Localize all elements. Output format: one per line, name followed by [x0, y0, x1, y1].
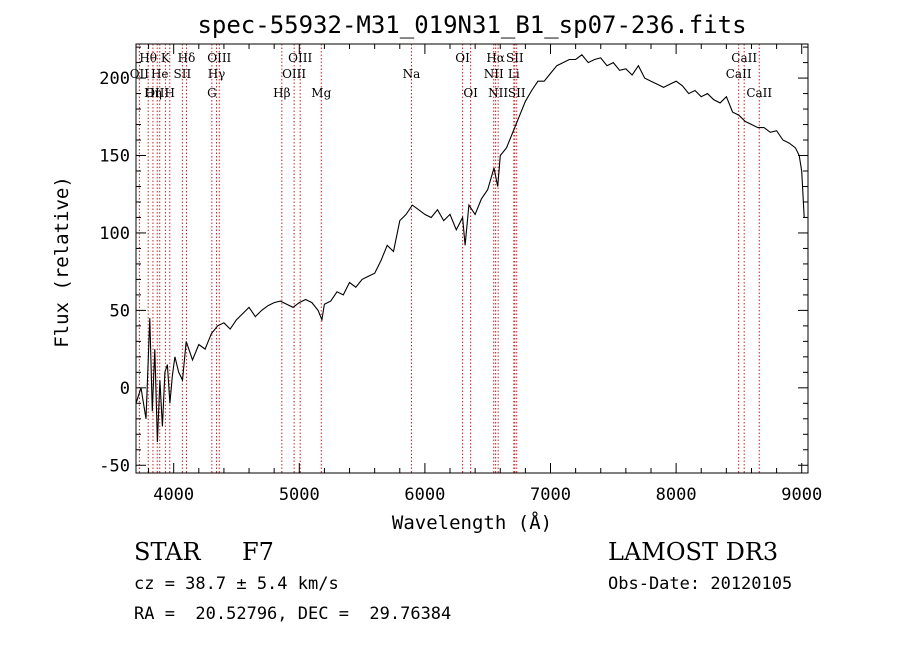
observation-date: Obs-Date: 20120105: [608, 574, 793, 594]
line-label: Na: [403, 67, 421, 81]
object-subclass: F7: [242, 538, 274, 566]
y-axis: -50 0 50 100 150 200: [99, 46, 808, 476]
line-label: NII: [484, 67, 504, 81]
line-label: OIII: [207, 51, 231, 65]
x-tick-label: 6000: [404, 485, 445, 505]
x-tick-label: 9000: [781, 485, 822, 505]
line-label: Hβ: [273, 86, 290, 100]
y-tick-label: 200: [99, 69, 130, 89]
y-tick-label: 100: [99, 224, 130, 244]
line-label: SII: [173, 67, 191, 81]
line-label: K: [161, 51, 171, 65]
y-tick-label: -50: [99, 456, 130, 476]
x-tick-label: 4000: [153, 485, 194, 505]
line-label: Li: [508, 67, 520, 81]
x-axis-label: Wavelength (Å): [392, 511, 552, 534]
chart-title: spec-55932-M31_019N31_B1_sp07-236.fits: [197, 11, 746, 39]
y-axis-label: Flux (relative): [51, 176, 73, 348]
spectrum-line: [135, 54, 805, 443]
spectrum-chart: spec-55932-M31_019N31_B1_sp07-236.fits H…: [51, 11, 822, 534]
x-tick-label: 7000: [530, 485, 571, 505]
line-label: He: [151, 67, 169, 81]
x-tick-label: 5000: [279, 485, 320, 505]
y-tick-label: 0: [120, 379, 130, 399]
line-label: Mg: [311, 86, 331, 100]
line-label: SII: [506, 51, 524, 65]
line-label: Hθ: [139, 51, 157, 65]
x-axis: 4000 5000 6000 7000 8000 9000: [148, 44, 822, 505]
plot-frame: [135, 43, 809, 474]
line-label: Hη: [144, 86, 162, 100]
line-label: SII: [508, 86, 526, 100]
spectral-line-markers: [138, 44, 760, 473]
line-label: OI: [455, 51, 470, 65]
coordinates: RA = 20.52796, DEC = 29.76384: [134, 604, 452, 624]
y-tick-label: 150: [99, 147, 130, 167]
y-tick-label: 50: [110, 301, 130, 321]
line-label: OI: [463, 86, 478, 100]
line-label: Hδ: [178, 51, 196, 65]
line-label: G: [207, 86, 217, 100]
line-label: OIII: [145, 86, 169, 100]
line-label: Hγ: [208, 67, 226, 81]
line-label: NII: [488, 86, 508, 100]
line-label: OII: [130, 67, 150, 81]
line-label: CaII: [731, 51, 757, 65]
line-label: CaII: [726, 67, 752, 81]
line-label: Hα: [486, 51, 505, 65]
survey-name: LAMOST DR3: [608, 538, 779, 566]
object-class: STAR: [134, 538, 201, 566]
line-label: OIII: [282, 67, 306, 81]
line-label: H: [165, 86, 175, 100]
redshift-value: cz = 38.7 ± 5.4 km/s: [134, 574, 339, 594]
line-label: CaII: [746, 86, 772, 100]
x-tick-label: 8000: [656, 485, 697, 505]
line-label: OIII: [288, 51, 312, 65]
